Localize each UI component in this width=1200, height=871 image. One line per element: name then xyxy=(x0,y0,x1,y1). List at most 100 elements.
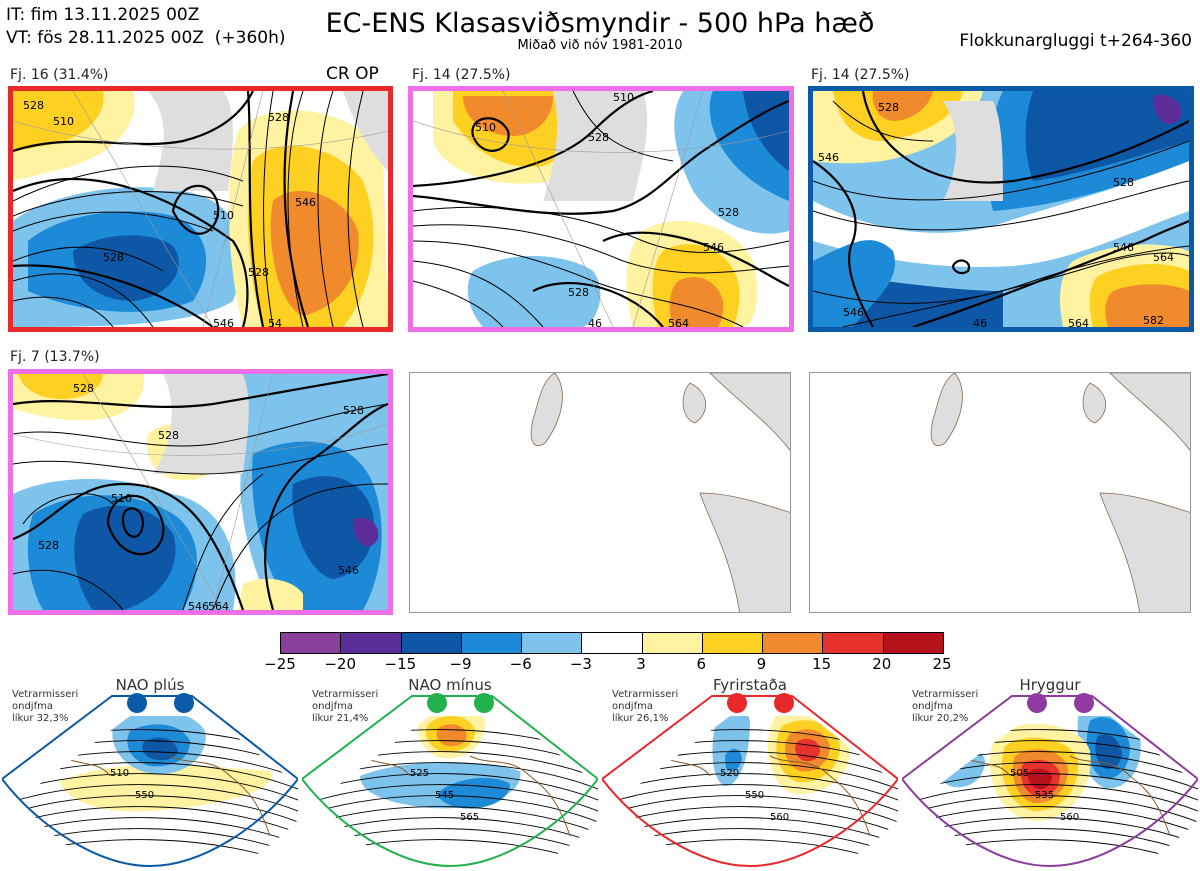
height-contour xyxy=(920,795,1198,828)
cluster-map-3[interactable]: 528 546 528 546 564 46 564 582 546 xyxy=(808,86,1194,332)
colorbar-tick-label: −9 xyxy=(449,655,472,673)
svg-text:546: 546 xyxy=(818,151,839,164)
regime-map: 520 550 560 xyxy=(602,693,898,871)
contour-label: 525 xyxy=(410,768,429,779)
page-title: EC-ENS Klasasviðsmyndir - 500 hPa hæð xyxy=(325,8,875,39)
cluster-1-label: Fj. 16 (31.4%) xyxy=(10,67,109,83)
anomaly-area xyxy=(438,777,510,809)
svg-text:528: 528 xyxy=(268,111,289,124)
colorbar-tick-label: −3 xyxy=(569,655,592,673)
colorbar-swatch xyxy=(340,633,401,653)
regime-marker xyxy=(1027,693,1047,713)
colorbar-tick-label: 9 xyxy=(756,655,767,673)
colorbar-tick-label: 3 xyxy=(636,655,646,673)
svg-text:528: 528 xyxy=(73,382,94,395)
height-contour xyxy=(920,784,1198,817)
height-contour xyxy=(320,806,598,839)
colorbar-swatch xyxy=(701,633,763,653)
regime-panel[interactable]: 510 550 NAO plús Vetrarmisseri ondjfma líkur … xyxy=(2,676,298,871)
height-contour xyxy=(20,795,298,828)
height-contour xyxy=(620,817,898,850)
cluster-2-label: Fj. 14 (27.5%) xyxy=(412,67,511,83)
regime-title: NAO mínus xyxy=(408,676,492,694)
colorbar-tick-label: 6 xyxy=(696,655,707,673)
colorbar-swatch xyxy=(400,633,461,653)
svg-text:546: 546 xyxy=(295,196,316,209)
colorbar-swatch xyxy=(281,633,341,653)
cluster-4-label: Fj. 7 (13.7%) xyxy=(10,349,100,365)
regime-probability: Vetrarmisseri ondjfma líkur 32,3% xyxy=(12,689,79,724)
cluster-1-flag: CR OP xyxy=(326,64,379,84)
svg-text:528: 528 xyxy=(588,131,609,144)
contour-label: 520 xyxy=(720,768,739,779)
svg-text:510: 510 xyxy=(213,209,234,222)
regime-probability: Vetrarmisseri ondjfma líkur 21,4% xyxy=(312,689,379,724)
regime-panel[interactable]: 505 535 560 Hryggur Vetrarmisseri ondjfma líku… xyxy=(902,676,1198,871)
svg-text:564: 564 xyxy=(1068,317,1089,327)
regime-probability: Vetrarmisseri ondjfma líkur 20,2% xyxy=(912,689,979,724)
regime-panel[interactable]: 525 545 565 NAO mínus Vetrarmisseri ondjfma lí… xyxy=(302,676,598,871)
regime-marker xyxy=(127,693,147,713)
contour-label: 510 xyxy=(110,768,129,779)
regime-panel[interactable]: 520 550 560 Fyrirstaða Vetrarmisseri ondjfma l… xyxy=(602,676,898,871)
regime-frame xyxy=(602,695,898,868)
anomaly-area xyxy=(1095,734,1122,770)
colorbar-tick-label: −20 xyxy=(324,655,356,673)
contour-label: 550 xyxy=(745,790,764,801)
cluster-map-4[interactable]: 528 528 510 528 528 546 546 564 xyxy=(8,369,393,615)
svg-text:546: 546 xyxy=(338,564,359,577)
colorbar-tick-label: −15 xyxy=(384,655,417,673)
svg-text:510: 510 xyxy=(613,91,634,104)
height-contour xyxy=(20,784,298,817)
svg-text:46: 46 xyxy=(973,317,987,327)
contour-label: 505 xyxy=(1010,768,1029,779)
svg-text:564: 564 xyxy=(208,600,229,610)
contour-label: 545 xyxy=(435,790,454,801)
cluster-map-2[interactable]: 510 528 528 546 528 46 564 510 xyxy=(408,86,794,332)
colorbar-swatch xyxy=(460,633,522,653)
height-contour xyxy=(320,795,598,828)
regime-map: 525 545 565 xyxy=(302,693,598,871)
regime-title: Fyrirstaða xyxy=(713,676,787,694)
colorbar-tick-label: −6 xyxy=(509,655,532,673)
cluster-3-label: Fj. 14 (27.5%) xyxy=(811,67,910,83)
svg-text:54: 54 xyxy=(268,317,282,327)
contour-label: 560 xyxy=(770,812,789,823)
empty-map-5 xyxy=(409,372,791,613)
contour-label: 565 xyxy=(460,812,479,823)
contour-label: 550 xyxy=(135,790,154,801)
svg-text:546: 546 xyxy=(213,317,234,327)
regime-frame xyxy=(302,695,598,868)
anomaly-area xyxy=(142,737,178,761)
colorbar-tick-label: −25 xyxy=(264,655,296,673)
height-contour xyxy=(320,817,598,850)
svg-text:528: 528 xyxy=(343,404,364,417)
height-contour xyxy=(620,751,898,784)
colorbar-swatch xyxy=(581,633,642,653)
svg-text:546: 546 xyxy=(188,600,209,610)
regime-frame xyxy=(2,695,298,868)
colorbar-tick-label: 25 xyxy=(932,655,952,673)
page-subtitle: Miðað við nóv 1981-2010 xyxy=(517,38,683,53)
colorbar-swatch xyxy=(822,633,883,653)
svg-text:582: 582 xyxy=(1143,314,1164,327)
regime-title: NAO plús xyxy=(115,676,185,694)
height-contour xyxy=(320,828,598,861)
colorbar-swatch xyxy=(762,633,823,653)
svg-text:564: 564 xyxy=(1153,251,1174,264)
svg-text:564: 564 xyxy=(668,317,689,327)
header-times: IT: fim 13.11.2025 00Z VT: fös 28.11.202… xyxy=(6,4,285,50)
empty-map-6 xyxy=(809,372,1191,613)
height-contour xyxy=(620,784,898,817)
svg-text:510: 510 xyxy=(53,115,74,128)
contour-label: 560 xyxy=(1060,812,1079,823)
colorbar-swatch xyxy=(641,633,702,653)
svg-text:546: 546 xyxy=(703,241,724,254)
colorbar-tick-label: 20 xyxy=(872,655,892,673)
svg-text:546: 546 xyxy=(843,306,864,319)
height-contour xyxy=(20,806,298,839)
height-contour xyxy=(620,795,898,828)
anomaly-area xyxy=(712,716,750,786)
svg-text:510: 510 xyxy=(475,121,496,134)
cluster-map-1[interactable]: 528 510 528 510 546 528 528 54 546 xyxy=(8,86,393,332)
